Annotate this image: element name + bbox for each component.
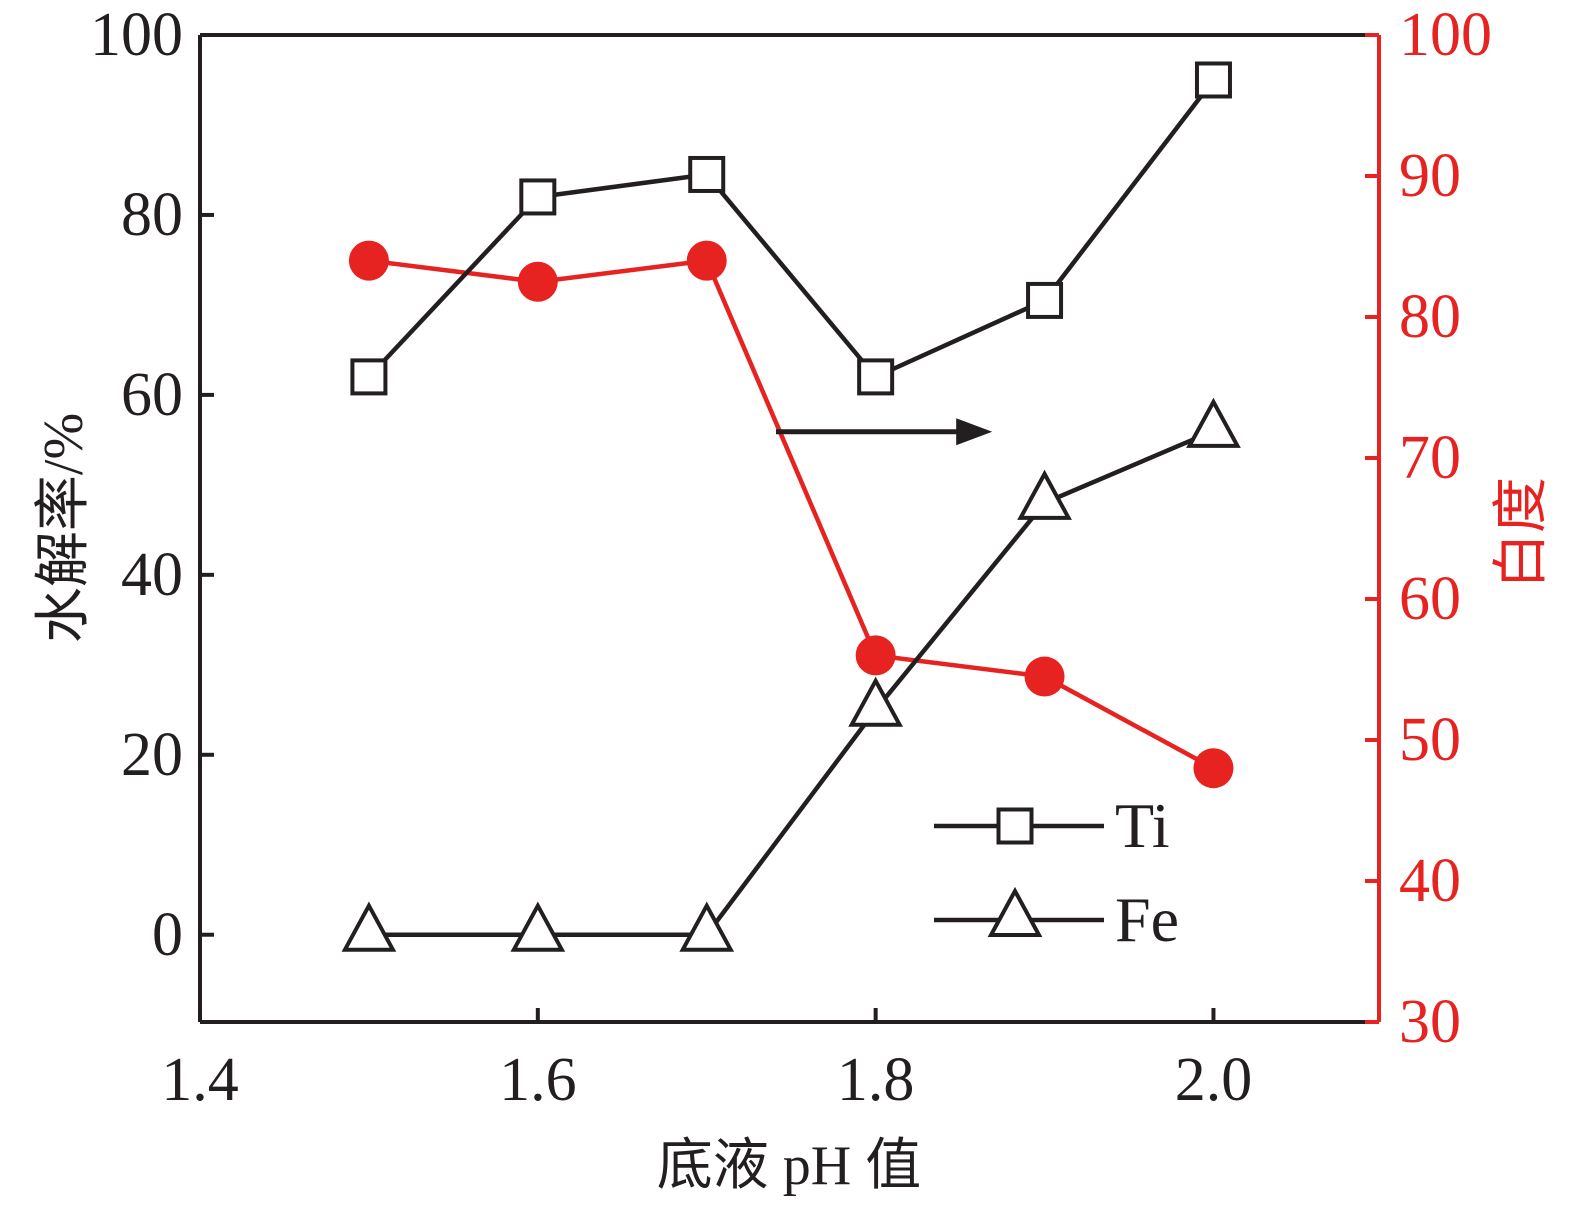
left-axis-tick-label: 80 <box>121 180 183 249</box>
right-axis-tick-label: 90 <box>1399 142 1461 210</box>
fe-point <box>510 901 566 952</box>
whiteness-point <box>1024 656 1065 697</box>
x-axis-tick-label: 2.0 <box>1174 1046 1253 1114</box>
right-axis-tick-label: 70 <box>1399 424 1461 492</box>
fe-point <box>341 901 397 952</box>
ti-point <box>688 155 726 193</box>
left-axis-tick-label: 0 <box>152 900 183 969</box>
whiteness-point <box>348 240 389 281</box>
left-axis-tick-label: 40 <box>121 540 183 609</box>
fe-point <box>1017 469 1072 520</box>
whiteness-point <box>517 261 558 302</box>
whiteness-point <box>855 635 896 676</box>
ti-point <box>1194 61 1232 99</box>
ti-point <box>857 358 895 396</box>
left-axis-tick-label: 60 <box>121 360 183 429</box>
right-axis-tick-label: 60 <box>1399 565 1461 633</box>
left-axis-tick-label: 100 <box>90 1 183 69</box>
right-axis-tick-label: 40 <box>1399 847 1461 915</box>
whiteness-point <box>686 240 727 281</box>
whiteness-point <box>1193 748 1234 789</box>
fe-line <box>368 428 1215 937</box>
ti-line <box>367 78 1216 380</box>
left-axis-tick-label: 20 <box>121 720 183 789</box>
ti-point <box>1026 281 1064 319</box>
legend-ti-marker <box>996 807 1034 845</box>
fe-point <box>679 901 735 952</box>
right-axis-tick-label: 30 <box>1399 988 1461 1056</box>
fe-point <box>1186 397 1241 448</box>
x-axis-tick-label: 1.8 <box>836 1046 915 1114</box>
right-y-axis-title: 白度 <box>1491 477 1553 589</box>
right-axis-arrow-head <box>956 418 993 446</box>
legend-label-fe: Fe <box>1115 884 1179 955</box>
x-axis-tick-label: 1.4 <box>161 1046 239 1114</box>
fe-point <box>848 676 904 727</box>
legend-label-ti: Ti <box>1115 790 1170 861</box>
right-axis-tick-label: 80 <box>1399 283 1461 351</box>
right-axis-tick-label: 50 <box>1399 706 1461 774</box>
right-axis-tick-label: 100 <box>1399 1 1492 69</box>
left-y-axis-title: 水解率/% <box>33 412 95 644</box>
ti-point <box>350 358 388 396</box>
legend-fe-marker <box>987 886 1043 937</box>
x-axis-tick-label: 1.6 <box>499 1046 577 1114</box>
x-axis-title: 底液 pH 值 <box>656 1135 922 1197</box>
ti-point <box>519 178 557 216</box>
whiteness-line <box>368 258 1215 771</box>
